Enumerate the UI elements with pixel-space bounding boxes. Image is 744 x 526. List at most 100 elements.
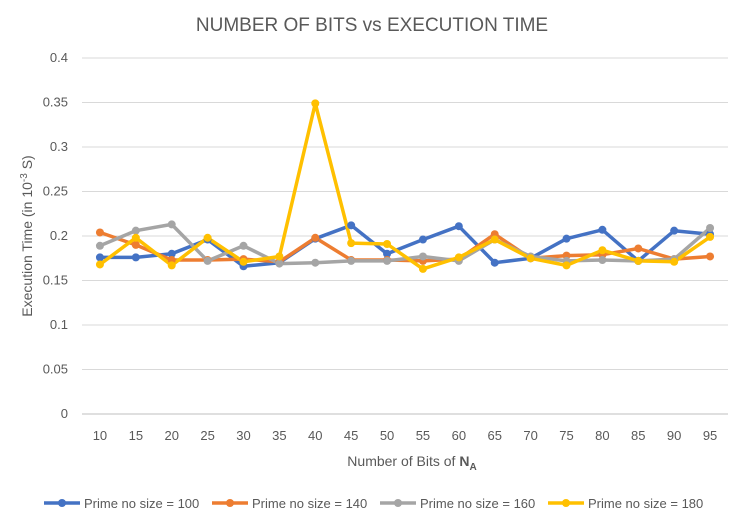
data-point [670,226,679,235]
x-tick-label: 80 [595,428,609,443]
legend-item-2: Prime no size = 140 [212,496,367,511]
legend-marker [58,499,66,507]
x-tick-label: 35 [272,428,286,443]
x-axis-label: Number of Bits of NA [347,453,476,473]
legend-marker [226,499,234,507]
data-point [383,240,392,249]
x-tick-label: 70 [523,428,537,443]
data-point [562,261,571,270]
x-axis-ticks: 10 15 20 25 30 35 40 45 50 55 60 65 70 75 80 85 90 95 [93,428,718,443]
data-point [275,252,284,261]
data-point [95,228,104,237]
data-point [634,244,643,253]
y-tick-label: 0.05 [43,362,68,377]
x-tick-label: 25 [200,428,214,443]
x-axis-label-subscript: A [469,462,476,473]
data-point [347,239,356,248]
legend-marker [394,499,402,507]
x-tick-label: 15 [129,428,143,443]
data-point [311,99,320,108]
x-tick-label: 85 [631,428,645,443]
x-tick-label: 60 [452,428,466,443]
data-point [239,241,248,250]
legend-label: Prime no size = 180 [588,496,703,511]
legend-item-4: Prime no size = 180 [548,496,703,511]
data-point [706,252,715,261]
legend-label: Prime no size = 160 [420,496,535,511]
y-axis-label: Execution Time (in 10-3 S) [19,155,35,316]
x-tick-label: 95 [703,428,717,443]
y-tick-label: 0.25 [43,184,68,199]
data-point [131,233,140,242]
series-line-3 [98,222,712,266]
data-point [203,233,212,242]
x-tick-label: 10 [93,428,107,443]
y-axis-label-main: Execution Time (in 10 [19,182,35,317]
x-tick-label: 30 [236,428,250,443]
data-point [454,222,463,231]
data-point [598,246,607,255]
data-point [95,253,104,262]
data-point [418,235,427,244]
x-tick-label: 45 [344,428,358,443]
data-point [598,256,607,265]
data-point [418,264,427,273]
y-tick-label: 0.35 [43,95,68,110]
data-point [131,253,140,262]
data-point [275,259,284,268]
data-point [634,256,643,265]
legend: Prime no size = 100 Prime no size = 140 Pr… [44,496,703,511]
data-point [95,260,104,269]
data-point [526,254,535,263]
y-tick-label: 0.4 [50,50,68,65]
legend-label: Prime no size = 100 [84,496,199,511]
data-point [706,232,715,241]
y-tick-label: 0 [61,406,68,421]
data-point [311,233,320,242]
series-lines [98,101,712,271]
data-point [383,256,392,265]
y-tick-label: 0.2 [50,228,68,243]
series-line-4 [98,101,712,271]
data-point [203,256,212,265]
data-point [490,235,499,244]
data-point [167,249,176,258]
x-tick-label: 50 [380,428,394,443]
y-tick-label: 0.15 [43,273,68,288]
data-point [167,261,176,270]
data-point [706,223,715,232]
x-tick-label: 75 [559,428,573,443]
legend-marker [562,499,570,507]
x-tick-label: 55 [416,428,430,443]
series-points [95,99,715,273]
data-point [670,257,679,266]
legend-item-3: Prime no size = 160 [380,496,535,511]
data-point [418,252,427,261]
data-point [131,240,140,249]
gridlines [82,57,728,415]
data-point [562,234,571,243]
data-point [383,249,392,258]
legend-label: Prime no size = 140 [252,496,367,511]
x-tick-label: 90 [667,428,681,443]
y-axis-label-end: S) [19,155,35,173]
x-tick-label: 20 [164,428,178,443]
data-point [347,221,356,230]
chart-title: NUMBER OF BITS vs EXECUTION TIME [196,15,548,36]
x-tick-label: 40 [308,428,322,443]
data-point [167,220,176,229]
data-point [454,253,463,262]
data-point [239,257,248,266]
data-point [347,256,356,265]
x-axis-label-main: Number of Bits of [347,453,459,469]
x-axis-label-variable: N [459,453,469,469]
data-point [131,226,140,235]
data-point [598,225,607,234]
x-tick-label: 65 [487,428,501,443]
y-axis-label-superscript: -3 [19,173,30,182]
y-tick-label: 0.3 [50,139,68,154]
data-point [311,258,320,267]
data-point [95,241,104,250]
data-point [490,258,499,267]
